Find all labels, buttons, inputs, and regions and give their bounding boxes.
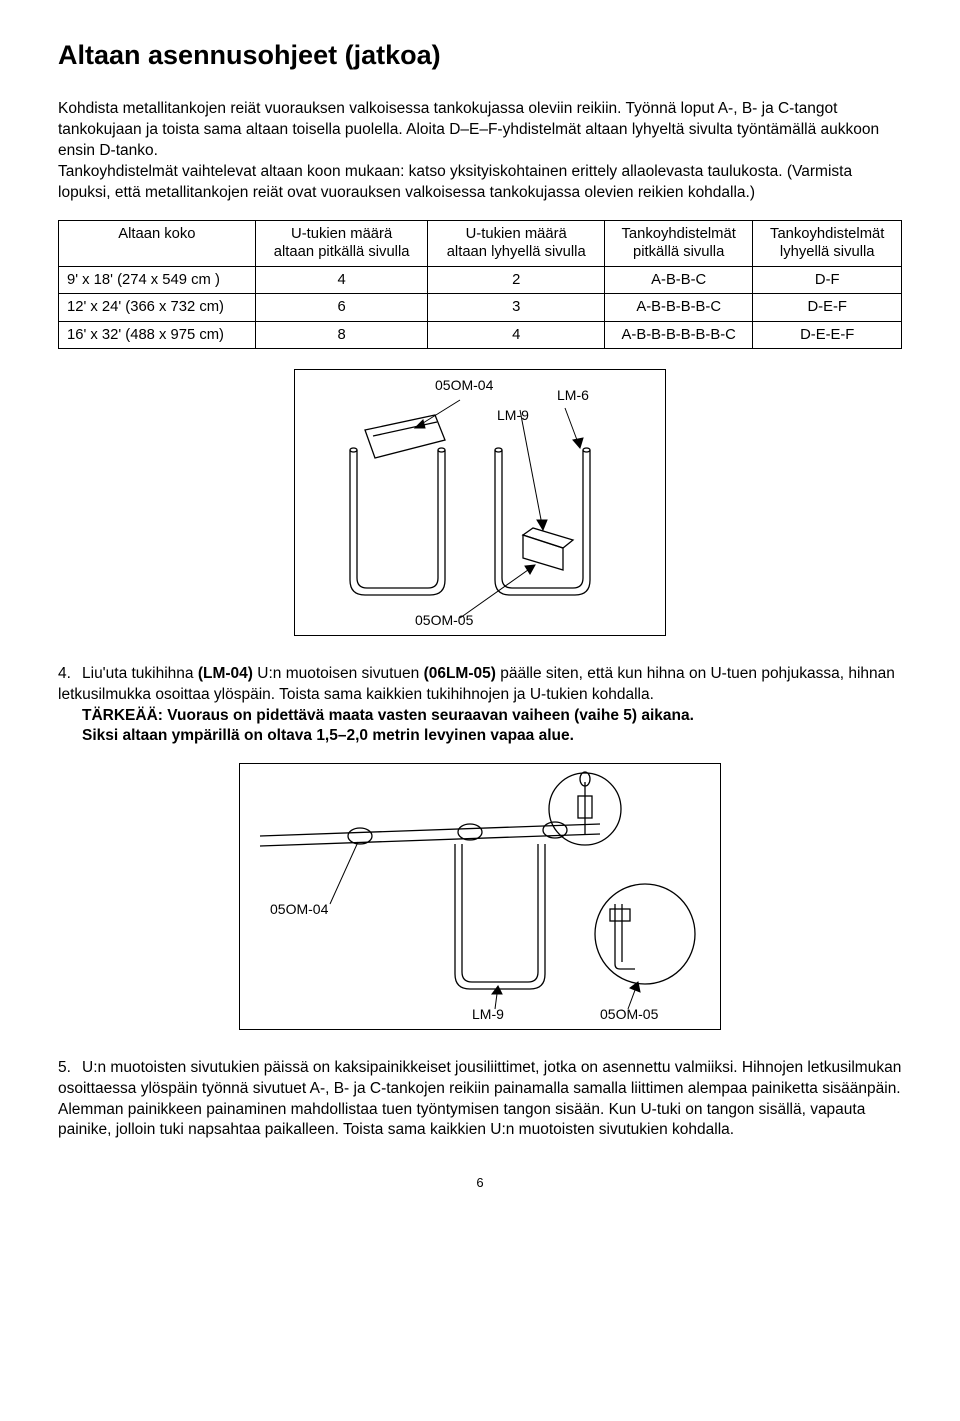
diagram-2-icon: 05OM-04 LM-9 05OM-05 xyxy=(240,764,720,1024)
th-u-long: U-tukien määräaltaan pitkällä sivulla xyxy=(255,220,428,266)
step-5-text: U:n muotoisten sivutukien päissä on kaks… xyxy=(58,1059,901,1138)
th-size: Altaan koko xyxy=(59,220,256,266)
table-row: 16' x 32' (488 x 975 cm)84A-B-B-B-B-B-B-… xyxy=(59,321,902,348)
th-u-short: U-tukien määräaltaan lyhyellä sivulla xyxy=(428,220,604,266)
intro-paragraph: Kohdista metallitankojen reiät vuoraukse… xyxy=(58,99,902,204)
fig1-label-05om05: 05OM-05 xyxy=(415,612,474,628)
intro-text-1: Kohdista metallitankojen reiät vuoraukse… xyxy=(58,100,879,159)
step-4-warning-1: TÄRKEÄÄ: Vuoraus on pidettävä maata vast… xyxy=(82,706,902,727)
table-row: 12' x 24' (366 x 732 cm)63A-B-B-B-B-CD-E… xyxy=(59,294,902,321)
fig2-label-05om04: 05OM-04 xyxy=(270,901,329,917)
th-combo-short: Tankoyhdistelmätlyhyellä sivulla xyxy=(753,220,902,266)
step-4-number: 4. xyxy=(58,664,82,685)
table-header-row: Altaan koko U-tukien määräaltaan pitkäll… xyxy=(59,220,902,266)
figure-2: 05OM-04 LM-9 05OM-05 xyxy=(239,763,721,1030)
fig2-label-lm9: LM-9 xyxy=(472,1006,504,1022)
pool-size-table: Altaan koko U-tukien määräaltaan pitkäll… xyxy=(58,220,902,349)
step-4-warning-2: Siksi altaan ympärillä on oltava 1,5–2,0… xyxy=(82,726,902,747)
page-title: Altaan asennusohjeet (jatkoa) xyxy=(58,40,902,71)
th-combo-long: Tankoyhdistelmätpitkällä sivulla xyxy=(604,220,753,266)
step-5: 5.U:n muotoisten sivutukien päissä on ka… xyxy=(58,1058,902,1141)
fig1-label-05om04: 05OM-04 xyxy=(435,377,494,393)
table-row: 9' x 18' (274 x 549 cm )42A-B-B-CD-F xyxy=(59,266,902,293)
page-number: 6 xyxy=(58,1175,902,1190)
step-4: 4.Liu'uta tukihihna (LM-04) U:n muotoise… xyxy=(58,664,902,747)
intro-text-2: Tankoyhdistelmät vaihtelevat altaan koon… xyxy=(58,163,852,201)
figure-1: 05OM-04 LM-9 LM-6 05OM-05 xyxy=(294,369,666,636)
fig1-label-lm9: LM-9 xyxy=(497,407,529,423)
step-5-number: 5. xyxy=(58,1058,82,1079)
fig1-label-lm6: LM-6 xyxy=(557,387,589,403)
diagram-1-icon: 05OM-04 LM-9 LM-6 05OM-05 xyxy=(295,370,665,630)
fig2-label-05om05: 05OM-05 xyxy=(600,1006,659,1022)
